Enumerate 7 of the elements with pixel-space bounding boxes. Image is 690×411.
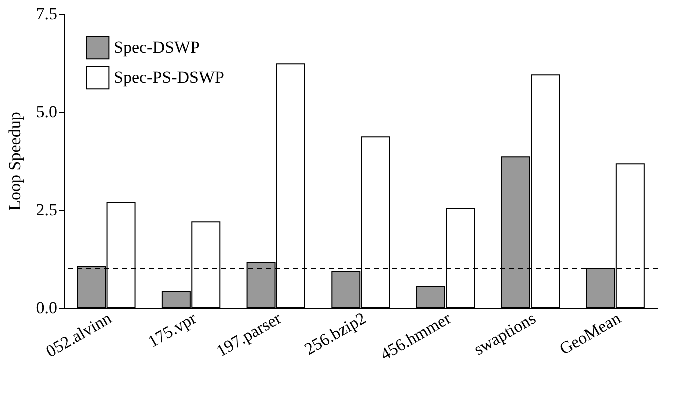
legend-label: Spec-PS-DSWP: [114, 68, 225, 87]
y-tick-label: 5.0: [36, 102, 58, 122]
legend-label: Spec-DSWP: [114, 38, 200, 57]
y-tick-label: 0.0: [36, 298, 58, 318]
y-tick-label: 7.5: [36, 4, 58, 24]
y-tick-label: 2.5: [36, 200, 58, 220]
y-axis-title: Loop Speedup: [5, 112, 24, 211]
